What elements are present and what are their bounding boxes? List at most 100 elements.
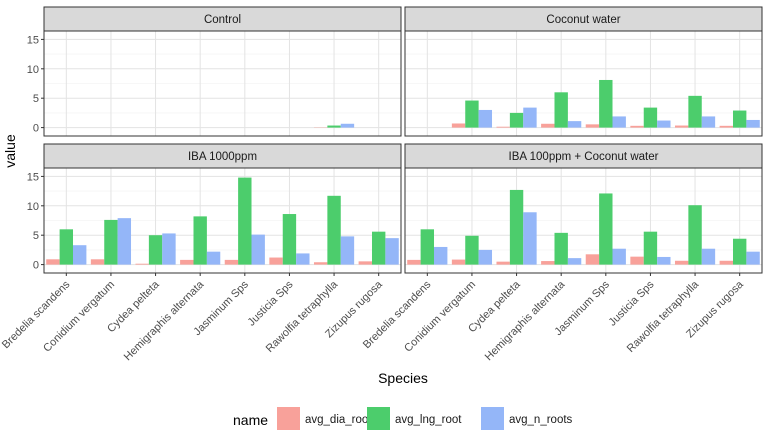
facet-strip: [404, 143, 763, 169]
bar-avg_n_roots: [746, 251, 760, 265]
bar-avg_n_roots: [162, 233, 176, 265]
bar-avg_lng_root: [509, 112, 524, 128]
y-tick-label: 5: [33, 230, 39, 242]
facet-strip: [43, 6, 402, 32]
facet-panel-border: [43, 167, 402, 274]
bar-avg_n_roots: [701, 248, 716, 265]
bar-avg_n_roots: [746, 119, 760, 128]
bar-avg_n_roots: [385, 238, 399, 265]
bar-avg_dia_root: [719, 260, 733, 265]
bar-avg_n_roots: [340, 236, 355, 265]
bar-avg_lng_root: [688, 205, 702, 265]
legend-label-avg_n_roots: avg_n_roots: [509, 414, 573, 426]
bar-avg_lng_root: [509, 189, 524, 265]
bar-avg_n_roots: [657, 256, 671, 265]
bar-avg_lng_root: [371, 231, 386, 265]
bar-avg_lng_root: [732, 110, 747, 128]
bar-avg_lng_root: [554, 232, 568, 265]
bar-avg_lng_root: [420, 229, 435, 265]
y-axis-title: value: [2, 134, 18, 168]
facet-panel-border: [404, 167, 763, 274]
bar-avg_n_roots: [478, 109, 493, 128]
bar-avg_n_roots: [612, 116, 626, 128]
facet-strip: [404, 6, 763, 32]
y-tick-label: 5: [33, 93, 39, 105]
x-tick-label: Hemigraphis alternata: [122, 278, 207, 363]
bar-avg_dia_root: [585, 254, 600, 265]
bar-avg_lng_root: [599, 79, 613, 128]
bar-avg_lng_root: [465, 235, 479, 265]
legend-key-avg_n_roots: [481, 407, 504, 430]
bar-avg_dia_root: [496, 126, 510, 128]
bar-avg_n_roots: [434, 246, 448, 265]
bar-avg_dia_root: [541, 261, 555, 265]
legend-key-avg_dia_root: [277, 407, 300, 430]
bar-avg_dia_root: [630, 125, 644, 128]
bar-avg_dia_root: [180, 259, 194, 265]
facet-panel-border: [404, 30, 763, 137]
facet-strip-label: Coconut water: [546, 14, 620, 26]
facet-strip-label: IBA 100ppm + Coconut water: [509, 151, 659, 163]
bar-avg_dia_root: [135, 263, 149, 265]
bar-avg_n_roots: [523, 212, 537, 265]
facet-panel-border: [43, 30, 402, 137]
bar-avg_n_roots: [523, 107, 537, 128]
y-tick-label: 15: [27, 171, 39, 183]
bar-avg_lng_root: [327, 125, 341, 128]
bar-avg_lng_root: [599, 193, 613, 265]
bar-avg_dia_root: [585, 124, 600, 128]
y-tick-label: 0: [33, 260, 39, 272]
bar-avg_lng_root: [238, 177, 252, 265]
bar-avg_dia_root: [224, 259, 239, 265]
bar-avg_lng_root: [732, 238, 747, 265]
bar-avg_n_roots: [657, 120, 671, 128]
bar-avg_lng_root: [643, 107, 658, 128]
bar-avg_lng_root: [59, 229, 74, 265]
bar-avg_n_roots: [567, 121, 582, 128]
bar-avg_dia_root: [358, 261, 372, 265]
bar-avg_dia_root: [451, 259, 466, 265]
bar-avg_dia_root: [541, 123, 555, 128]
bar-avg_dia_root: [674, 260, 689, 265]
bar-avg_lng_root: [282, 214, 297, 265]
bar-avg_dia_root: [90, 259, 105, 265]
bar-avg_lng_root: [465, 100, 479, 128]
bar-avg_dia_root: [496, 261, 510, 265]
facet-strip: [43, 143, 402, 169]
bar-avg_n_roots: [251, 234, 265, 265]
bar-avg_dia_root: [313, 262, 328, 265]
bar-avg_n_roots: [206, 251, 221, 265]
y-tick-label: 0: [33, 123, 39, 135]
bar-avg_dia_root: [630, 256, 644, 265]
bar-avg_lng_root: [554, 92, 568, 128]
bar-avg_dia_root: [719, 125, 733, 128]
bar-avg_n_roots: [701, 116, 716, 128]
bar-avg_dia_root: [46, 259, 60, 265]
bar-avg_n_roots: [612, 248, 626, 265]
bar-avg_lng_root: [104, 219, 118, 265]
bar-avg_n_roots: [296, 253, 310, 265]
bar-avg_dia_root: [407, 259, 421, 265]
legend-title: name: [233, 412, 268, 428]
bar-avg_lng_root: [688, 95, 702, 128]
y-tick-label: 15: [27, 34, 39, 46]
bar-avg_n_roots: [73, 245, 87, 265]
bar-avg_n_roots: [567, 258, 582, 265]
legend-label-avg_dia_root: avg_dia_root: [305, 414, 372, 426]
facet-strip-label: IBA 1000ppm: [188, 151, 257, 163]
legend-key-avg_lng_root: [367, 407, 390, 430]
y-tick-label: 10: [27, 64, 39, 76]
bar-avg_dia_root: [451, 123, 466, 128]
bar-avg_lng_root: [193, 216, 207, 265]
bar-avg_lng_root: [327, 195, 341, 265]
x-axis-title: Species: [378, 370, 428, 386]
x-tick-label: Hemigraphis alternata: [483, 278, 568, 363]
legend-label-avg_lng_root: avg_lng_root: [395, 414, 462, 426]
bar-avg_n_roots: [117, 218, 132, 265]
bar-avg_n_roots: [340, 123, 355, 128]
y-tick-label: 10: [27, 201, 39, 213]
bar-avg_dia_root: [674, 125, 689, 128]
bar-avg_lng_root: [643, 231, 658, 265]
